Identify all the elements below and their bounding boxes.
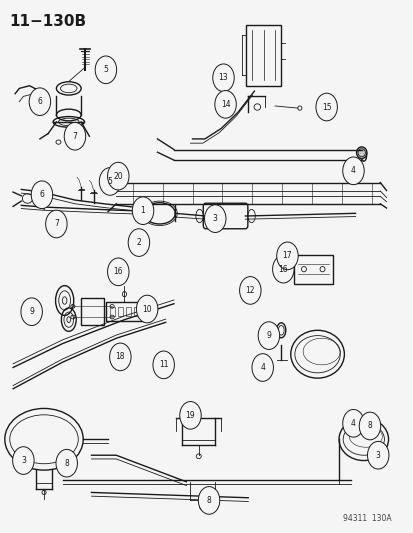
Circle shape: [132, 197, 153, 224]
Circle shape: [13, 447, 34, 474]
Text: 16: 16: [113, 268, 123, 276]
Bar: [106, 302, 143, 321]
Text: 4: 4: [350, 166, 355, 175]
Text: 2: 2: [136, 238, 141, 247]
Text: 6: 6: [37, 97, 42, 106]
Circle shape: [95, 56, 116, 84]
Text: 20: 20: [113, 172, 123, 181]
Text: 3: 3: [21, 456, 26, 465]
Circle shape: [204, 205, 225, 232]
Text: 94311  130A: 94311 130A: [342, 514, 391, 523]
Circle shape: [152, 351, 174, 378]
Circle shape: [239, 277, 261, 304]
Bar: [109, 307, 114, 317]
Text: 17: 17: [282, 252, 292, 260]
Bar: [118, 307, 123, 317]
Text: 11: 11: [159, 360, 168, 369]
Text: 5: 5: [107, 177, 112, 186]
Text: 8: 8: [64, 459, 69, 467]
Circle shape: [367, 441, 388, 469]
Text: 3: 3: [212, 214, 217, 223]
Text: 12: 12: [245, 286, 254, 295]
Circle shape: [276, 242, 297, 270]
Bar: [246, 25, 280, 86]
Circle shape: [258, 322, 279, 350]
Bar: [126, 307, 131, 317]
Text: 4: 4: [350, 419, 355, 428]
Text: 14: 14: [220, 100, 230, 109]
Circle shape: [64, 123, 85, 150]
Circle shape: [128, 229, 149, 256]
Circle shape: [315, 93, 337, 121]
Circle shape: [212, 64, 234, 92]
Text: 9: 9: [266, 331, 271, 340]
Text: 1: 1: [140, 206, 145, 215]
Circle shape: [45, 210, 67, 238]
Text: 8: 8: [206, 496, 211, 505]
Ellipse shape: [356, 147, 366, 159]
Bar: [293, 255, 332, 284]
Text: 11−130B: 11−130B: [9, 14, 86, 29]
Circle shape: [198, 487, 219, 514]
Circle shape: [31, 181, 52, 208]
Circle shape: [107, 258, 129, 286]
Circle shape: [342, 157, 363, 184]
Circle shape: [99, 167, 121, 195]
Circle shape: [214, 91, 236, 118]
Circle shape: [21, 298, 42, 326]
Circle shape: [272, 255, 293, 283]
Circle shape: [107, 163, 129, 190]
Circle shape: [136, 295, 157, 323]
Circle shape: [252, 354, 273, 381]
Text: 3: 3: [375, 451, 380, 460]
Text: 7: 7: [54, 220, 59, 229]
Text: 19: 19: [185, 411, 195, 420]
Text: 8: 8: [367, 422, 371, 431]
Text: 16: 16: [278, 265, 287, 273]
Text: 10: 10: [142, 304, 152, 313]
Text: 4: 4: [260, 363, 264, 372]
Text: 13: 13: [218, 73, 228, 82]
Circle shape: [109, 343, 131, 370]
Text: 9: 9: [29, 307, 34, 316]
Text: 15: 15: [321, 102, 331, 111]
Circle shape: [56, 449, 77, 477]
Text: 7: 7: [72, 132, 77, 141]
Text: 18: 18: [115, 352, 125, 361]
Text: 6: 6: [39, 190, 44, 199]
Circle shape: [29, 88, 50, 116]
Circle shape: [358, 412, 380, 440]
Bar: [81, 298, 104, 325]
Circle shape: [342, 409, 363, 437]
Bar: [134, 307, 139, 317]
Text: 5: 5: [103, 66, 108, 74]
Circle shape: [179, 401, 201, 429]
